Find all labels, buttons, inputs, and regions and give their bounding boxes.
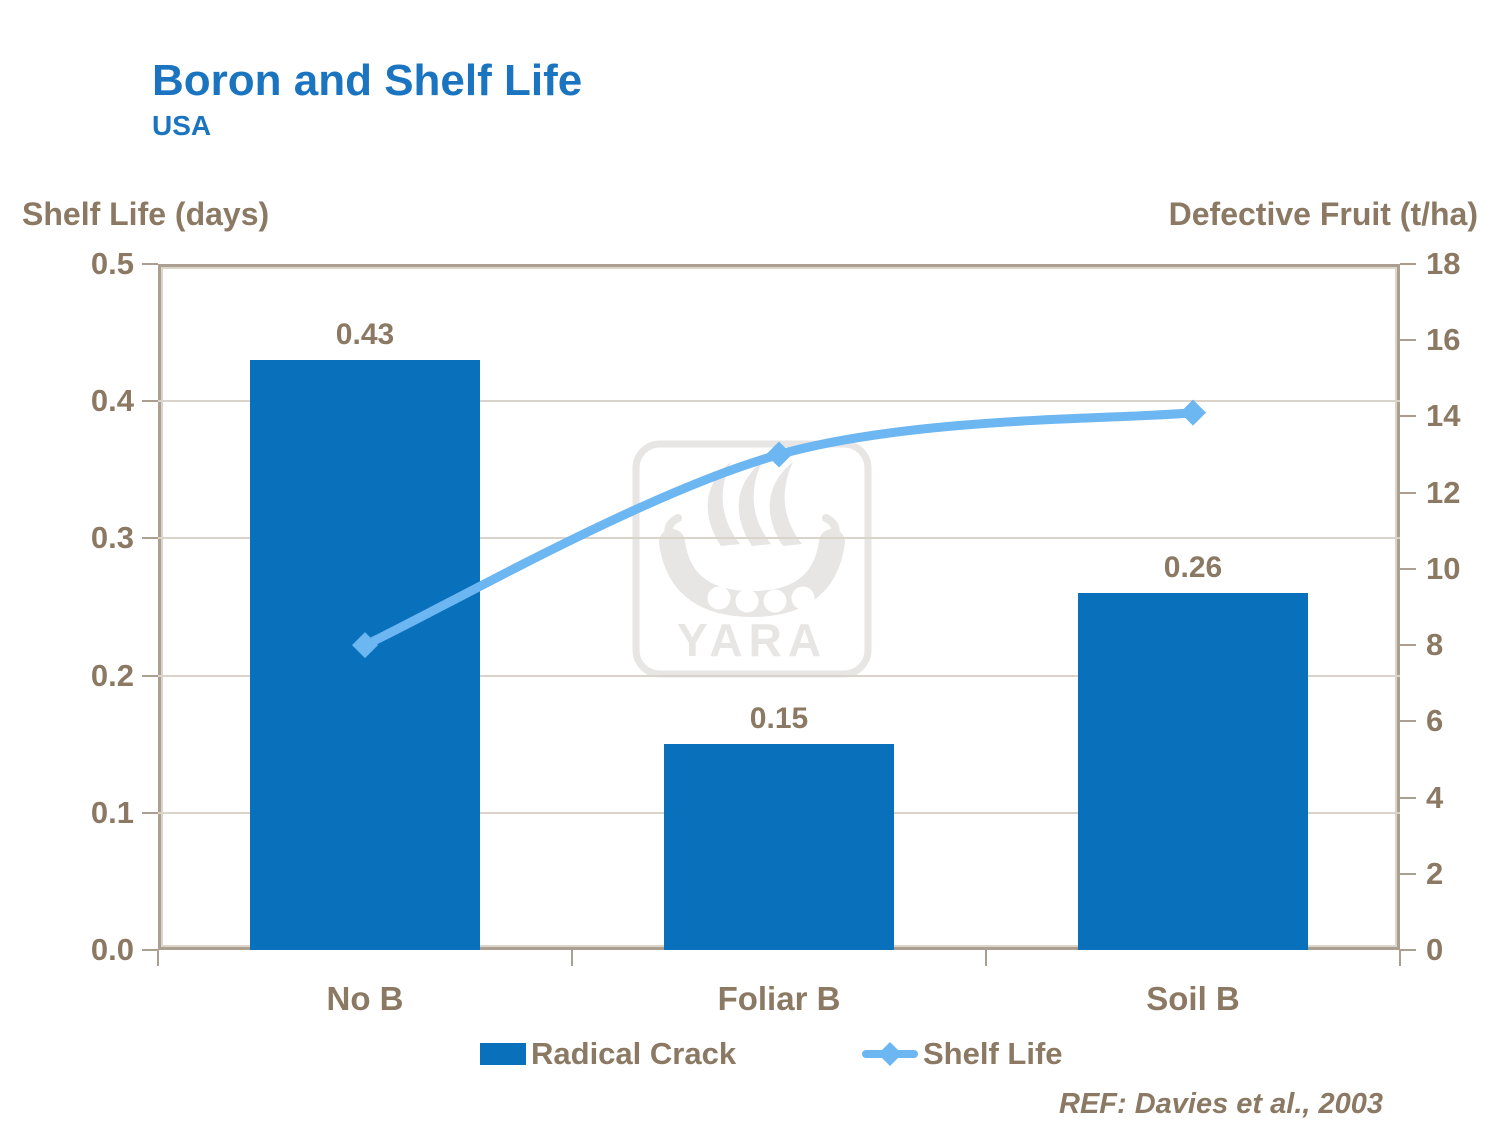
right-axis-tick: [1400, 720, 1416, 723]
right-axis-tick-label: 12: [1426, 474, 1461, 510]
right-axis-tick: [1400, 567, 1416, 570]
right-axis-tick: [1400, 415, 1416, 418]
right-axis-tick: [1400, 263, 1416, 265]
legend-label-shelf-life: Shelf Life: [923, 1036, 1063, 1071]
legend-label-radical-crack: Radical Crack: [531, 1036, 737, 1071]
left-axis-tick: [142, 263, 158, 265]
right-axis-title: Defective Fruit (t/ha): [1168, 196, 1478, 232]
left-axis-tick-label: 0.0: [90, 932, 134, 967]
legend-item-shelf-life: Shelf Life: [862, 1036, 1063, 1072]
bar-value-label: 0.43: [335, 318, 395, 352]
gridline: [158, 400, 1400, 403]
category-label: Soil B: [1146, 980, 1240, 1017]
watermark-border-icon: [632, 440, 872, 678]
line-marker-icon: [766, 441, 792, 468]
viking-ship-sails-icon: [707, 462, 802, 546]
right-axis-tick: [1400, 644, 1416, 647]
chart-subtitle: USA: [152, 110, 212, 141]
right-axis-tick-label: 4: [1426, 779, 1444, 815]
x-axis-tick: [985, 950, 987, 966]
x-axis-tick: [157, 950, 159, 966]
right-axis-tick-label: 14: [1426, 398, 1461, 434]
bar-value-label: 0.26: [1163, 551, 1223, 585]
legend: Radical Crack Shelf Life: [0, 1036, 1501, 1076]
category-label: Foliar B: [717, 980, 841, 1017]
left-axis-tick: [142, 400, 158, 403]
x-axis-tick: [571, 950, 573, 966]
legend-item-radical-crack: Radical Crack: [480, 1036, 736, 1072]
right-axis-tick: [1400, 339, 1416, 342]
right-axis-tick-label: 2: [1426, 855, 1444, 891]
category-label: No B: [326, 980, 404, 1017]
left-axis-tick: [142, 674, 158, 677]
yara-watermark: YARA: [632, 440, 872, 678]
left-axis-tick: [142, 537, 158, 540]
right-axis-tick: [1400, 872, 1416, 875]
gridline: [158, 674, 1400, 677]
bar: [664, 744, 894, 950]
line-swatch-icon: [862, 1042, 918, 1066]
right-axis-tick-label: 18: [1426, 246, 1461, 281]
bar: [1078, 593, 1308, 950]
left-axis-tick: [142, 949, 158, 951]
right-axis-tick-label: 0: [1426, 932, 1444, 967]
left-axis-tick-label: 0.4: [90, 383, 134, 419]
viking-ship-hull-icon: [659, 514, 845, 618]
right-axis-tick: [1400, 949, 1416, 951]
left-axis-tick: [142, 811, 158, 814]
yara-logo-text: YARA: [677, 614, 827, 666]
left-axis-tick-label: 0.3: [90, 520, 134, 556]
right-axis-tick-label: 8: [1426, 627, 1444, 663]
reference-text: REF: Davies et al., 2003: [1059, 1088, 1383, 1120]
right-axis-tick: [1400, 796, 1416, 799]
gridline: [158, 537, 1400, 540]
right-axis-tick: [1400, 491, 1416, 494]
bar-value-label: 0.15: [749, 702, 809, 736]
line-marker-icon: [1180, 399, 1206, 426]
bar-swatch-icon: [480, 1043, 526, 1065]
shelf-life-line-layer: [352, 399, 1206, 659]
right-axis-tick-label: 16: [1426, 322, 1461, 358]
line-marker-icon: [352, 632, 378, 659]
chart-title: Boron and Shelf Life: [152, 56, 583, 105]
left-axis-tick-label: 0.1: [90, 794, 134, 830]
x-axis-tick: [1399, 950, 1401, 966]
left-axis-title: Shelf Life (days): [22, 196, 270, 232]
right-axis-tick-label: 10: [1426, 550, 1461, 586]
left-axis-tick-label: 0.5: [90, 246, 134, 281]
left-axis-tick-label: 0.2: [90, 657, 134, 693]
right-axis-tick-label: 6: [1426, 703, 1444, 739]
